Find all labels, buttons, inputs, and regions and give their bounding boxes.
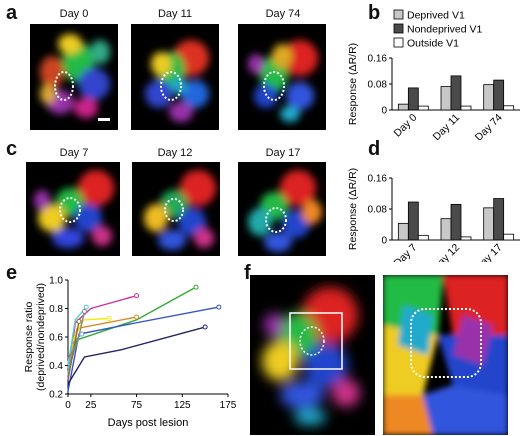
x-tick-label: Day 7 xyxy=(392,242,420,262)
bar xyxy=(493,79,505,111)
orientation-map-c-day17 xyxy=(248,170,322,252)
chart-e: 0.2 0.4 0.6 0.8 1.0 0 25 75 125 175 Days post lesi… xyxy=(23,276,237,430)
y-tick-label: 0.08 xyxy=(368,80,388,91)
series-line xyxy=(67,326,206,385)
bar xyxy=(417,234,429,241)
y-tick-label: 0 xyxy=(381,106,387,117)
map-tile-a-day11 xyxy=(131,24,219,130)
series-endpoint xyxy=(106,315,112,321)
bar xyxy=(450,75,462,111)
legend-label: Outside V1 xyxy=(407,38,459,50)
bar xyxy=(460,105,472,111)
orientation-map-a-day74 xyxy=(248,40,318,122)
y-axis-label: Response (ΔR/R) xyxy=(347,43,359,125)
y-tick-label: 0.8 xyxy=(49,304,63,315)
legend-swatch xyxy=(393,23,404,34)
series-endpoint xyxy=(193,284,199,290)
bar xyxy=(397,222,409,241)
series-endpoint xyxy=(202,324,208,330)
x-tick-label: 175 xyxy=(220,400,237,411)
series-endpoint xyxy=(76,318,82,324)
x-tick-label: 25 xyxy=(85,400,97,411)
bar xyxy=(440,218,452,241)
orientation-map-f-overview xyxy=(262,287,360,425)
series-line xyxy=(67,286,197,373)
panel-a-title-day0: Day 0 xyxy=(59,8,89,20)
bar xyxy=(483,207,495,241)
x-tick-label: 75 xyxy=(131,400,143,411)
series-endpoint xyxy=(83,304,89,310)
map-tile-c-day17 xyxy=(238,162,326,256)
orientation-map-f-zoom xyxy=(383,275,508,435)
orientation-map-c-day7 xyxy=(34,170,114,248)
y-tick-label: 0.08 xyxy=(368,205,388,216)
orientation-map-a-day11 xyxy=(145,40,209,122)
legend-label: Deprived V1 xyxy=(407,10,465,22)
map-tile-a-day74 xyxy=(238,24,326,130)
panel-label-b: b xyxy=(368,2,381,24)
y-tick-label: 0.16 xyxy=(368,54,388,65)
chart-d: 0 0.08 0.16 Response (ΔR/R) Day 7 Day 12 Day 1… xyxy=(347,168,520,262)
series-endpoint xyxy=(134,293,140,299)
bar xyxy=(407,87,419,111)
panel-label-a: a xyxy=(6,2,18,24)
legend-swatch xyxy=(393,37,404,48)
orientation-map-c-day12 xyxy=(144,170,216,250)
y-tick-label: 0.4 xyxy=(49,361,63,372)
bar xyxy=(460,236,472,241)
panel-label-d: d xyxy=(368,138,381,160)
series-endpoint xyxy=(134,314,140,320)
map-tile-f-overview xyxy=(250,275,375,435)
map-tile-f-zoom xyxy=(383,275,508,435)
panel-label-f: f xyxy=(244,262,251,284)
panel-a-title-day74: Day 74 xyxy=(265,8,301,20)
orientation-map-a-day0 xyxy=(40,34,110,121)
x-tick-label: 125 xyxy=(174,400,191,411)
y-axis-label: Response (ΔR/R) xyxy=(347,168,359,250)
y-tick-label: 0.16 xyxy=(368,174,388,185)
panel-label-e: e xyxy=(6,262,18,284)
series-line xyxy=(67,311,86,359)
bar xyxy=(483,84,495,111)
legend-swatch xyxy=(393,9,404,20)
bar xyxy=(407,201,419,241)
bar xyxy=(450,203,462,241)
x-tick-label: Day 12 xyxy=(430,242,462,262)
y-axis-label-line1: Response ratio xyxy=(23,302,35,373)
panel-label-c: c xyxy=(6,138,18,160)
y-tick-label: 0 xyxy=(381,236,387,247)
y-tick-label: 0.6 xyxy=(49,333,63,344)
map-tile-c-day12 xyxy=(132,162,220,256)
bar xyxy=(493,198,505,241)
series-endpoint xyxy=(81,308,87,314)
panel-c-title-day12: Day 12 xyxy=(157,147,193,159)
y-tick-label: 0.2 xyxy=(49,390,63,401)
bar xyxy=(440,86,452,111)
bar xyxy=(503,233,515,241)
x-tick-label: 0 xyxy=(65,400,71,411)
panel-c-title-day17: Day 17 xyxy=(265,147,301,159)
legend-label: Nondeprived V1 xyxy=(407,24,482,36)
map-tile-a-day0 xyxy=(30,24,118,130)
map-tile-c-day7 xyxy=(26,162,120,256)
panel-a-title-day11: Day 11 xyxy=(157,8,193,20)
x-tick-label: Day 17 xyxy=(473,242,505,262)
bar xyxy=(503,105,515,111)
bar xyxy=(397,103,409,111)
series-endpoint xyxy=(216,304,222,310)
y-axis-label-line2: (deprived/nondeprived) xyxy=(35,283,47,391)
bar xyxy=(417,105,429,111)
panel-c-title-day7: Day 7 xyxy=(59,147,89,159)
x-axis-label: Days post lesion xyxy=(108,417,189,429)
y-tick-label: 1.0 xyxy=(49,276,63,287)
series-line xyxy=(67,306,219,392)
